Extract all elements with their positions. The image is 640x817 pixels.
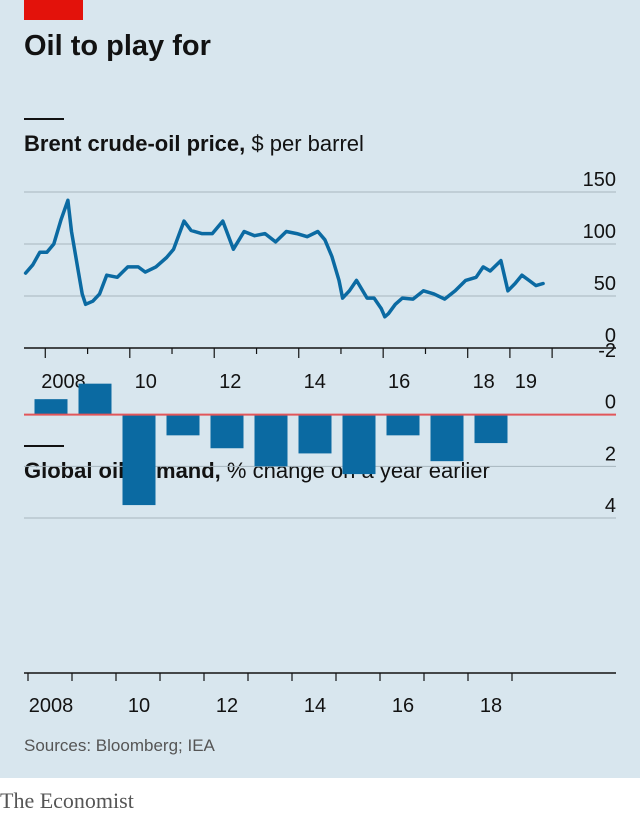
demand-bar: [342, 414, 376, 475]
oil-demand-title: Global oil demand,: [24, 458, 221, 483]
demand-x-tick-label: 16: [392, 695, 414, 717]
demand-bar: [166, 414, 200, 436]
demand-x-tick-label: 14: [304, 695, 326, 717]
price-x-tick-label: 18: [473, 371, 495, 393]
oil-demand-rule: [24, 445, 64, 447]
demand-bar: [254, 414, 288, 467]
headline: Oil to play for: [24, 30, 211, 62]
demand-bar: [474, 414, 508, 444]
oil-price-heading: Brent crude-oil price, $ per barrel: [24, 131, 364, 157]
price-x-tick-label: 19: [515, 371, 537, 393]
demand-bar: [34, 399, 68, 415]
demand-bar: [430, 414, 464, 462]
price-y-tick-label: 50: [594, 273, 616, 295]
demand-x-tick-label: 10: [128, 695, 150, 717]
price-x-tick-label: 16: [388, 371, 410, 393]
price-y-tick-label: 150: [583, 169, 616, 191]
oil-price-subtitle: $ per barrel: [251, 131, 364, 156]
price-x-tick-label: 14: [304, 371, 326, 393]
brent-price-line: [23, 198, 545, 319]
demand-x-tick-label: 18: [480, 695, 502, 717]
oil-price-chart: 150 100 50 0 2008 10 12 14 16 18 19: [23, 169, 616, 393]
price-x-tick-label: 12: [219, 371, 241, 393]
oil-price-rule: [24, 118, 64, 120]
demand-bar: [386, 414, 420, 436]
oil-demand-chart: 4 2 0 -2 2008 10 12 14 16 18: [24, 340, 616, 717]
brand-logo: The Economist: [0, 788, 134, 813]
demand-bar: [210, 414, 244, 449]
source-note: Sources: Bloomberg; IEA: [24, 736, 215, 755]
demand-y-tick-label: 0: [605, 392, 616, 414]
oil-price-title: Brent crude-oil price,: [24, 131, 246, 156]
demand-y-tick-label: 2: [605, 443, 616, 465]
demand-bar: [298, 414, 332, 454]
red-tag: [24, 0, 83, 20]
demand-y-tick-label: -2: [598, 340, 616, 362]
price-x-tick-label: 10: [135, 371, 157, 393]
demand-x-tick-label: 2008: [29, 695, 74, 717]
demand-x-tick-label: 12: [216, 695, 238, 717]
price-y-tick-label: 0: [605, 325, 616, 347]
demand-bar: [122, 414, 156, 506]
demand-y-tick-label: 4: [605, 495, 616, 517]
price-x-tick-label: 2008: [41, 371, 86, 393]
demand-bar: [78, 383, 112, 415]
price-y-tick-label: 100: [583, 221, 616, 243]
